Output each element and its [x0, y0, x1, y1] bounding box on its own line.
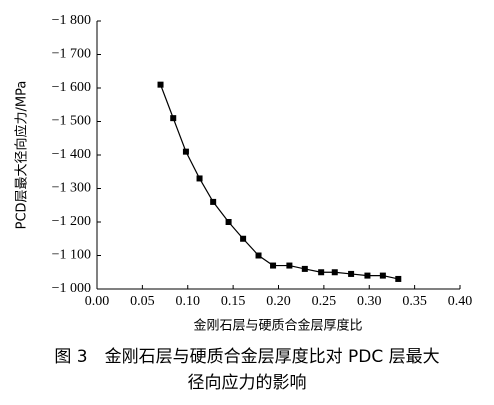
- x-tick-label: 0.00: [85, 294, 110, 309]
- marker: [255, 252, 262, 259]
- x-axis-label: 金刚石层与硬质合金层厚度比: [193, 318, 362, 334]
- marker: [182, 148, 189, 155]
- x-tick-label: 0.20: [266, 294, 291, 309]
- marker: [196, 175, 203, 182]
- y-tick-label: −1 700: [52, 47, 91, 62]
- data-line: [159, 84, 399, 280]
- marker: [301, 265, 308, 272]
- y-tick-label: −1 400: [52, 147, 91, 162]
- x-tick-label: 0.40: [448, 294, 473, 309]
- marker: [348, 270, 355, 277]
- y-tick-label: −1 300: [52, 181, 91, 196]
- y-tick-label: −1 000: [52, 281, 91, 296]
- marker: [331, 269, 338, 276]
- x-tick-label: 0.05: [130, 294, 155, 309]
- marker: [270, 262, 277, 269]
- marker: [210, 198, 217, 205]
- caption: 径向应力的影响: [188, 373, 307, 393]
- y-tick-label: −1 100: [52, 248, 91, 263]
- y-tick-label: −1 800: [52, 13, 91, 28]
- y-tick-label: −1 200: [52, 214, 91, 229]
- y-tick-label: −1 500: [52, 114, 91, 129]
- marker: [379, 272, 386, 279]
- x-tick-label: 0.10: [176, 294, 201, 309]
- marker: [364, 272, 371, 279]
- y-tick-label: −1 600: [52, 80, 91, 95]
- marker: [157, 81, 164, 88]
- marker: [240, 235, 247, 242]
- marker: [395, 275, 402, 282]
- x-tick-label: 0.25: [312, 294, 337, 309]
- x-tick-label: 0.35: [402, 294, 427, 309]
- marker: [170, 115, 177, 122]
- y-axis-label: PCD层最大径向应力/MPa: [14, 81, 30, 230]
- marker: [225, 219, 232, 225]
- marker: [318, 269, 325, 276]
- x-tick-label: 0.30: [357, 294, 382, 309]
- x-tick-label: 0.15: [221, 294, 246, 309]
- marker: [286, 262, 293, 269]
- caption: 图 3 金刚石层与硬质合金层厚度比对 PDC 层最大: [54, 347, 439, 367]
